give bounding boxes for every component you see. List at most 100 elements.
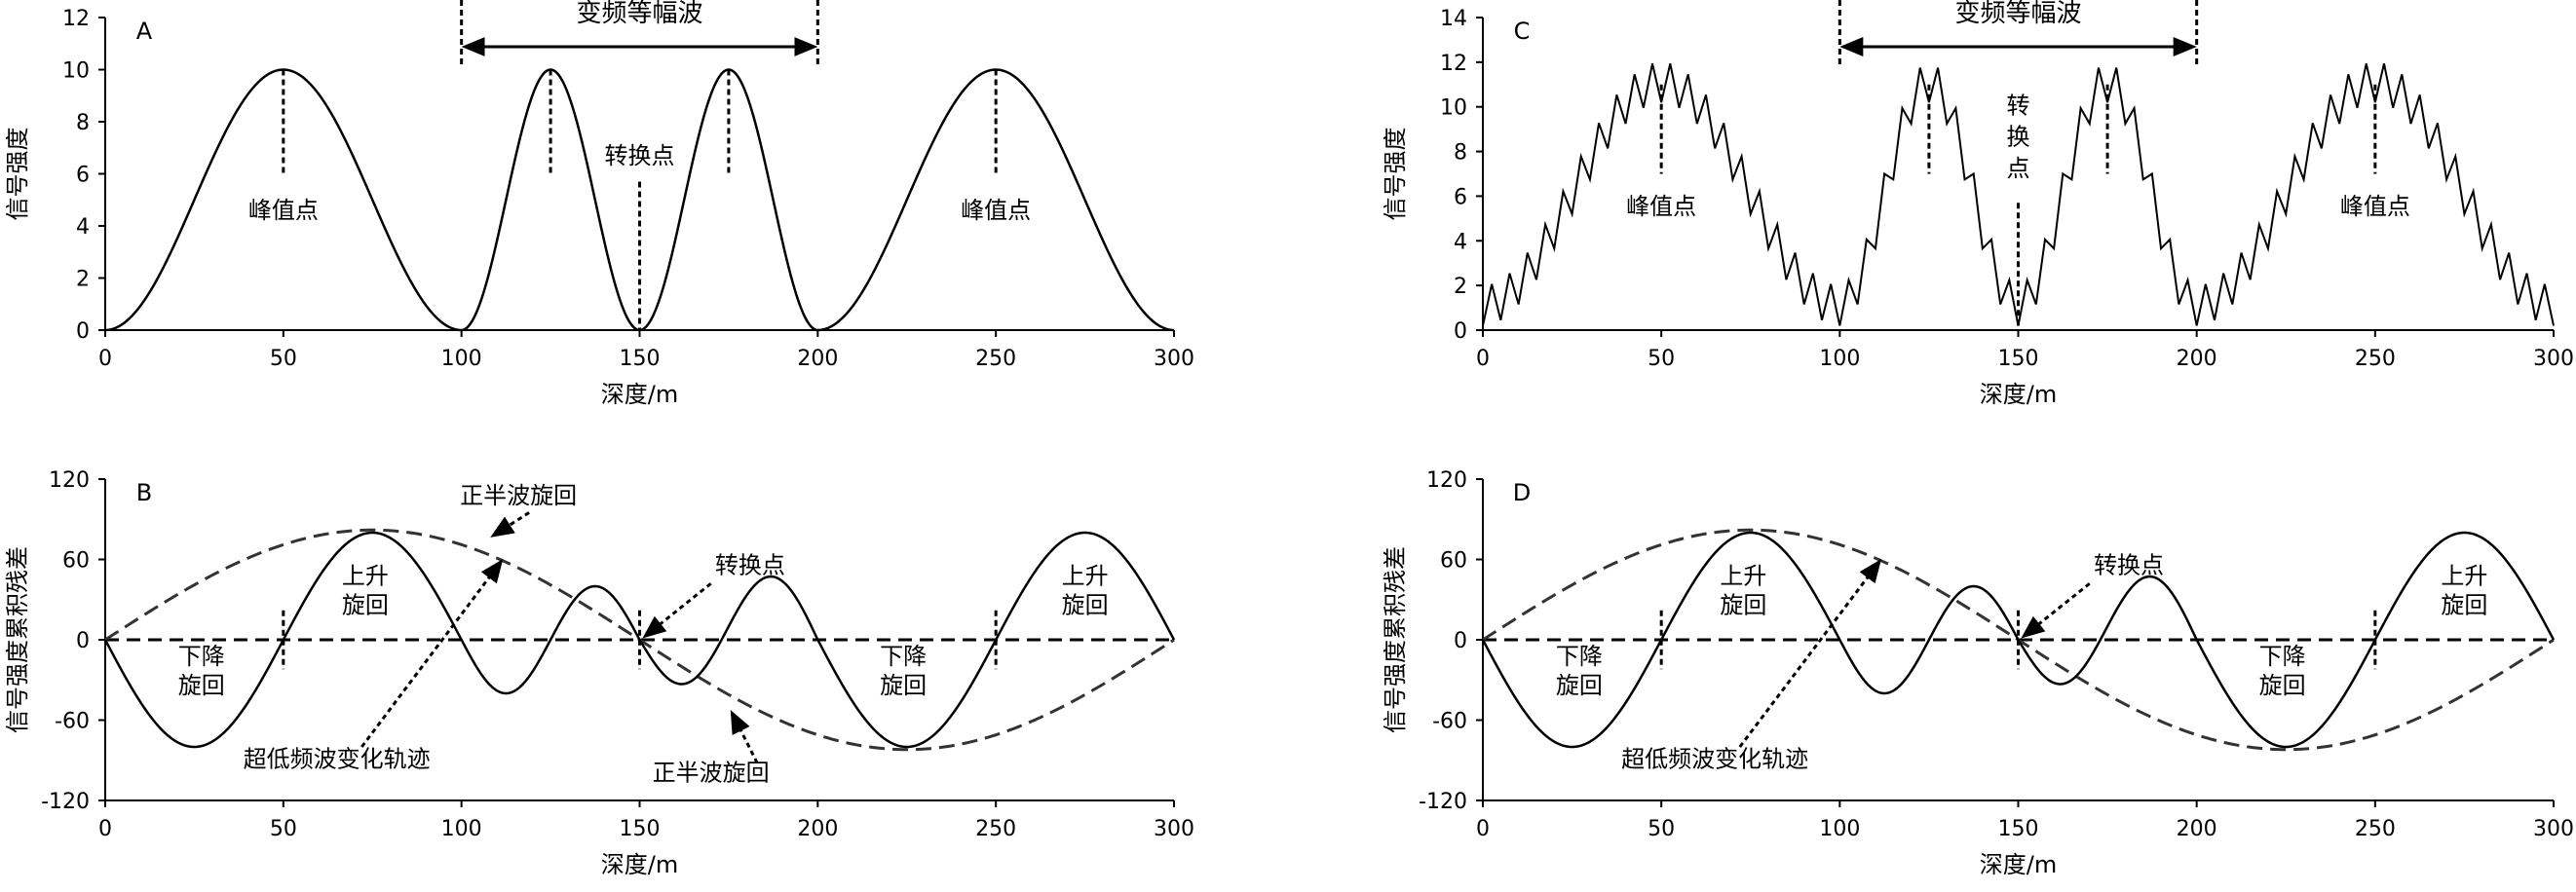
trajectory-arrow bbox=[360, 559, 504, 748]
y-tick-label: 60 bbox=[1440, 549, 1467, 574]
switch-arrow bbox=[642, 582, 712, 639]
y-tick-label: -120 bbox=[41, 790, 90, 814]
rise-label: 上升 bbox=[2441, 562, 2487, 589]
y-tick-label: 0 bbox=[76, 629, 90, 653]
fall-label: 下降 bbox=[880, 643, 927, 670]
y-tick-label: 12 bbox=[1440, 52, 1467, 76]
y-axis-label: 信号强度累积残差 bbox=[1382, 546, 1409, 733]
panel-label: D bbox=[1513, 479, 1531, 506]
fall-label: 下降 bbox=[178, 643, 225, 670]
x-tick-label: 150 bbox=[620, 817, 661, 841]
y-tick-label: 120 bbox=[1426, 468, 1467, 493]
y-tick-label: 8 bbox=[1454, 141, 1467, 166]
rise-label: 上升 bbox=[342, 562, 389, 589]
signal-line bbox=[1482, 63, 2555, 326]
fall-label: 旋回 bbox=[2259, 672, 2306, 699]
x-tick-label: 0 bbox=[98, 347, 112, 371]
fall-label: 旋回 bbox=[1556, 672, 1603, 699]
x-tick-label: 50 bbox=[270, 817, 297, 841]
x-tick-label: 0 bbox=[98, 817, 112, 841]
y-tick-label: 14 bbox=[1440, 7, 1467, 31]
x-axis-label: 深度/m bbox=[601, 851, 678, 878]
switch-label: 转 bbox=[2007, 93, 2030, 120]
x-tick-label: 100 bbox=[441, 817, 482, 841]
panel-C: 0 2 4 6 8 10 12 14 0 50 100 150 200 250 300 深度/m 信号强度 C 峰值… bbox=[1382, 0, 2574, 408]
y-tick-label: 2 bbox=[76, 268, 90, 292]
rise-label: 上升 bbox=[1062, 562, 1109, 589]
rise-label: 旋回 bbox=[1720, 592, 1766, 619]
x-tick-label: 50 bbox=[1648, 817, 1675, 841]
pos-half-label: 正半波旋回 bbox=[653, 759, 770, 786]
peak-label: 峰值点 bbox=[248, 197, 319, 224]
y-tick-label: -60 bbox=[1432, 710, 1467, 734]
y-tick-label: 0 bbox=[1454, 629, 1467, 653]
panel-label: A bbox=[136, 18, 153, 45]
panel-label: C bbox=[1514, 18, 1531, 45]
y-axis-label: 信号强度 bbox=[4, 128, 31, 221]
y-tick-label: 8 bbox=[76, 111, 90, 135]
x-tick-label: 250 bbox=[975, 347, 1016, 371]
y-tick-label: -60 bbox=[55, 710, 90, 734]
y-tick-label: 6 bbox=[76, 164, 90, 188]
y-tick-label: 12 bbox=[62, 7, 90, 31]
rise-label: 旋回 bbox=[2441, 592, 2487, 619]
y-tick-label: 10 bbox=[1440, 96, 1467, 121]
y-tick-label: 0 bbox=[76, 319, 90, 344]
x-tick-label: 250 bbox=[975, 817, 1016, 841]
trajectory-label: 超低频波变化轨迹 bbox=[244, 746, 431, 773]
y-tick-label: 0 bbox=[1454, 319, 1467, 344]
band-label: 变频等幅波 bbox=[1954, 0, 2081, 28]
y-tick-label: 10 bbox=[62, 59, 90, 84]
x-tick-label: 100 bbox=[1819, 347, 1860, 371]
y-tick-label: 2 bbox=[1454, 275, 1467, 299]
x-tick-label: 150 bbox=[620, 347, 661, 371]
x-axis-label: 深度/m bbox=[1980, 381, 2057, 408]
y-tick-label: 4 bbox=[1454, 230, 1467, 254]
x-tick-label: 0 bbox=[1476, 347, 1490, 371]
switch-label: 转换点 bbox=[2094, 551, 2164, 578]
x-tick-label: 200 bbox=[2177, 817, 2217, 841]
panel-A: 0 2 4 6 8 10 12 0 50 100 150 200 250 300 深度/m 信号强度 A 峰值点 峰… bbox=[4, 0, 1194, 408]
rise-label: 旋回 bbox=[342, 592, 389, 619]
x-tick-label: 200 bbox=[797, 347, 838, 371]
x-tick-label: 150 bbox=[1998, 817, 2039, 841]
switch-arrow bbox=[2021, 582, 2091, 639]
fall-label: 旋回 bbox=[880, 672, 927, 699]
panel-label: B bbox=[136, 479, 152, 506]
x-tick-label: 200 bbox=[2177, 347, 2217, 371]
y-axis-label: 信号强度 bbox=[1382, 128, 1409, 221]
switch-label: 转换点 bbox=[605, 142, 675, 169]
x-tick-label: 50 bbox=[1648, 347, 1675, 371]
pos-half-label: 正半波旋回 bbox=[460, 482, 577, 509]
panel-B: -120 -60 0 60 120 0 50 100 150 200 250 300 深度/m 信号强度累… bbox=[4, 468, 1194, 878]
fall-label: 下降 bbox=[1556, 643, 1603, 670]
x-tick-label: 300 bbox=[2533, 347, 2574, 371]
x-tick-label: 300 bbox=[1154, 347, 1194, 371]
x-tick-label: 200 bbox=[797, 817, 838, 841]
x-tick-label: 250 bbox=[2355, 347, 2396, 371]
trajectory-arrow bbox=[1738, 559, 1882, 748]
x-tick-label: 250 bbox=[2355, 817, 2396, 841]
switch-label: 换 bbox=[2007, 124, 2030, 151]
x-tick-label: 100 bbox=[1819, 817, 1860, 841]
y-tick-label: 60 bbox=[62, 549, 90, 574]
y-tick-label: 4 bbox=[76, 215, 90, 240]
switch-label: 点 bbox=[2007, 155, 2030, 182]
x-tick-label: 300 bbox=[2533, 817, 2574, 841]
x-tick-label: 100 bbox=[441, 347, 482, 371]
fall-label: 下降 bbox=[2259, 643, 2306, 670]
x-tick-label: 50 bbox=[270, 347, 297, 371]
band-label: 变频等幅波 bbox=[576, 0, 702, 28]
y-axis-label: 信号强度累积残差 bbox=[4, 546, 31, 733]
fall-label: 旋回 bbox=[178, 672, 225, 699]
y-tick-label: 120 bbox=[49, 468, 90, 493]
trajectory-label: 超低频波变化轨迹 bbox=[1621, 746, 1808, 773]
y-tick-label: -120 bbox=[1419, 790, 1467, 814]
pos-half-arrow bbox=[490, 511, 530, 538]
x-tick-label: 150 bbox=[1998, 347, 2039, 371]
rise-label: 旋回 bbox=[1062, 592, 1109, 619]
y-tick-label: 6 bbox=[1454, 185, 1467, 209]
peak-label: 峰值点 bbox=[2340, 193, 2410, 220]
x-axis-label: 深度/m bbox=[1980, 851, 2057, 878]
pos-half-arrow bbox=[730, 710, 759, 764]
